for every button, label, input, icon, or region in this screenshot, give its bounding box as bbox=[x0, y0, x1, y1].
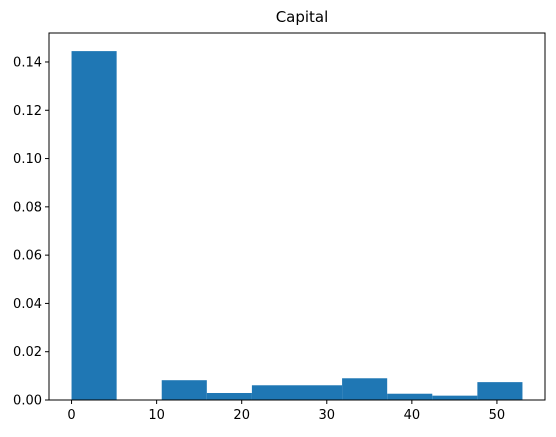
y-tick-label-6: 0.12 bbox=[13, 104, 42, 119]
chart-title: Capital bbox=[276, 8, 329, 26]
histogram-bar-5 bbox=[297, 385, 343, 400]
histogram-bar-7 bbox=[387, 393, 433, 400]
histogram-bar-9 bbox=[477, 382, 523, 400]
y-tick-label-4: 0.08 bbox=[13, 200, 42, 215]
y-tick-label-5: 0.10 bbox=[13, 152, 42, 167]
axes-layer: 0 10 20 30 40 50 0.00 0.02 0.04 0.06 0.08 0.10 0.12 0… bbox=[13, 32, 546, 423]
x-tick-label-0: 0 bbox=[67, 408, 75, 423]
y-tick-label-7: 0.14 bbox=[13, 55, 42, 70]
x-tick-label-2: 20 bbox=[233, 408, 250, 423]
plot-frame bbox=[48, 32, 546, 401]
x-tick-label-3: 30 bbox=[319, 408, 336, 423]
x-tick-label-1: 10 bbox=[148, 408, 165, 423]
y-tick-label-2: 0.04 bbox=[13, 297, 42, 312]
histogram-bar-2 bbox=[161, 380, 207, 400]
histogram-bar-6 bbox=[342, 378, 388, 400]
histogram-bar-8 bbox=[432, 395, 478, 400]
y-tick-label-0: 0.00 bbox=[13, 394, 42, 409]
bars-layer bbox=[71, 51, 523, 400]
y-tick-label-1: 0.02 bbox=[13, 345, 42, 360]
histogram-bar-3 bbox=[206, 392, 252, 400]
x-tick-label-4: 40 bbox=[404, 408, 421, 423]
histogram-bar-0 bbox=[71, 51, 117, 400]
histogram-bar-4 bbox=[251, 385, 297, 400]
x-tick-label-5: 50 bbox=[489, 408, 506, 423]
y-tick-label-3: 0.06 bbox=[13, 249, 42, 264]
